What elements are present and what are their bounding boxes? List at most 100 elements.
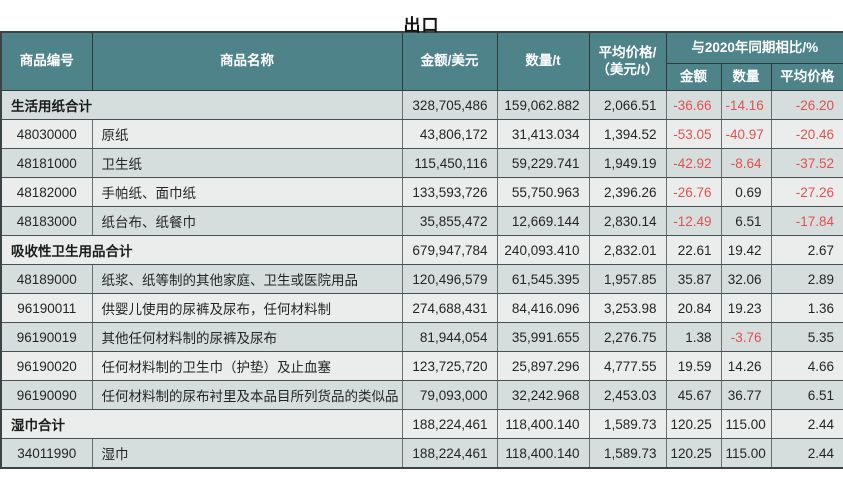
quantity-t: 84,416.096 <box>496 293 590 323</box>
quantity-t: 25,897.296 <box>496 351 590 381</box>
yoy-amount: 22.61 <box>665 235 722 265</box>
total-label: 吸收性卫生用品合计 <box>0 235 403 265</box>
yoy-avg-price: 2.44 <box>770 438 843 469</box>
product-code: 96190011 <box>0 293 93 323</box>
avg-price: 1,949.19 <box>588 148 667 178</box>
yoy-quantity: 36.77 <box>720 380 772 410</box>
product-code: 96190090 <box>0 380 93 410</box>
yoy-avg-price: 2.67 <box>770 235 843 265</box>
yoy-amount: -26.76 <box>665 177 722 207</box>
amount-usd: 115,450,116 <box>401 148 498 178</box>
yoy-avg-price: 2.44 <box>770 409 843 439</box>
avg-price: 1,589.73 <box>588 438 667 469</box>
yoy-amount: -12.49 <box>665 206 722 236</box>
quantity-t: 55,750.963 <box>496 177 590 207</box>
amount-usd: 43,806,172 <box>401 119 498 149</box>
yoy-avg-price: 5.35 <box>770 322 843 352</box>
quantity-t: 240,093.410 <box>496 235 590 265</box>
quantity-t: 32,242.968 <box>496 380 590 410</box>
yoy-quantity: 0.69 <box>720 177 772 207</box>
avg-price: 2,276.75 <box>588 322 667 352</box>
yoy-avg-price: 2.89 <box>770 264 843 294</box>
yoy-amount: 45.67 <box>665 380 722 410</box>
amount-usd: 79,093,000 <box>401 380 498 410</box>
yoy-quantity: -3.76 <box>720 322 772 352</box>
col-header-product-code: 商品编号 <box>0 31 93 91</box>
col-header-avg-price: 平均价格/（美元/t） <box>588 31 667 91</box>
yoy-quantity: 6.51 <box>720 206 772 236</box>
col-header-yoy-avg-price: 平均价格 <box>770 63 843 91</box>
yoy-quantity: -40.97 <box>720 119 772 149</box>
export-data-table: 商品编号 商品名称 金额/美元 数量/t 平均价格/（美元/t） 与2020年同… <box>0 31 843 469</box>
product-name: 纸台布、纸餐巾 <box>91 206 403 236</box>
product-code: 96190020 <box>0 351 93 381</box>
product-name: 卫生纸 <box>91 148 403 178</box>
yoy-quantity: 115.00 <box>720 438 772 469</box>
table-row: 96190019 其他任何材料制的尿裤及尿布 81,944,054 35,991.65… <box>0 322 843 352</box>
table-row: 96190011 供婴儿使用的尿裤及尿布，任何材料制 274,688,431 84,4… <box>0 293 843 323</box>
page-title: 出口 <box>403 16 440 35</box>
col-header-product-name: 商品名称 <box>91 31 403 91</box>
quantity-t: 61,545.395 <box>496 264 590 294</box>
product-name: 手帕纸、面巾纸 <box>91 177 403 207</box>
product-code: 48183000 <box>0 206 93 236</box>
yoy-avg-price: -26.20 <box>770 90 843 120</box>
table-body: 生活用纸合计 328,705,486 159,062.882 2,066.51 -36.… <box>0 90 843 469</box>
product-name: 湿巾 <box>91 438 403 469</box>
amount-usd: 133,593,726 <box>401 177 498 207</box>
yoy-avg-price: -17.84 <box>770 206 843 236</box>
avg-price: 4,777.55 <box>588 351 667 381</box>
amount-usd: 188,224,461 <box>401 438 498 469</box>
amount-usd: 81,944,054 <box>401 322 498 352</box>
table-row: 48189000 纸浆、纸等制的其他家庭、卫生或医院用品 120,496,579 61… <box>0 264 843 294</box>
yoy-avg-price: -37.52 <box>770 148 843 178</box>
table-header: 商品编号 商品名称 金额/美元 数量/t 平均价格/（美元/t） 与2020年同… <box>0 31 843 91</box>
avg-price: 2,830.14 <box>588 206 667 236</box>
product-code: 48189000 <box>0 264 93 294</box>
total-label: 生活用纸合计 <box>0 90 403 120</box>
product-name: 任何材料制的尿布衬里及本品目所列货品的类似品 <box>91 380 403 410</box>
yoy-quantity: 19.42 <box>720 235 772 265</box>
yoy-avg-price: 4.66 <box>770 351 843 381</box>
total-row: 生活用纸合计 328,705,486 159,062.882 2,066.51 -36.… <box>0 90 843 120</box>
avg-price-line1: 平均价格/ <box>598 44 657 60</box>
total-label: 湿巾合计 <box>0 409 403 439</box>
table-row: 48182000 手帕纸、面巾纸 133,593,726 55,750.963 2,39… <box>0 177 843 207</box>
yoy-avg-price: -20.46 <box>770 119 843 149</box>
yoy-amount: 1.38 <box>665 322 722 352</box>
yoy-amount: 20.84 <box>665 293 722 323</box>
quantity-t: 159,062.882 <box>496 90 590 120</box>
table-row: 48030000 原纸 43,806,172 31,413.034 1,394.52 -5… <box>0 119 843 149</box>
yoy-avg-price: 1.36 <box>770 293 843 323</box>
yoy-amount: 120.25 <box>665 409 722 439</box>
table-row: 48181000 卫生纸 115,450,116 59,229.741 1,949.19… <box>0 148 843 178</box>
yoy-quantity: -8.64 <box>720 148 772 178</box>
col-header-yoy-group: 与2020年同期相比/% <box>665 31 843 64</box>
yoy-quantity: 32.06 <box>720 264 772 294</box>
amount-usd: 188,224,461 <box>401 409 498 439</box>
table-row: 96190020 任何材料制的卫生巾（护垫）及止血塞 123,725,720 25,8… <box>0 351 843 381</box>
avg-price-line2: （美元/t） <box>596 61 659 77</box>
avg-price: 2,832.01 <box>588 235 667 265</box>
yoy-quantity: 14.26 <box>720 351 772 381</box>
product-code: 96190019 <box>0 322 93 352</box>
product-name: 原纸 <box>91 119 403 149</box>
quantity-t: 118,400.140 <box>496 438 590 469</box>
total-row: 吸收性卫生用品合计 679,947,784 240,093.410 2,832.01 2… <box>0 235 843 265</box>
yoy-amount: 35.87 <box>665 264 722 294</box>
total-row: 湿巾合计 188,224,461 118,400.140 1,589.73 120.25… <box>0 409 843 439</box>
avg-price: 2,396.26 <box>588 177 667 207</box>
amount-usd: 328,705,486 <box>401 90 498 120</box>
amount-usd: 120,496,579 <box>401 264 498 294</box>
table-row: 48183000 纸台布、纸餐巾 35,855,472 12,669.144 2,830… <box>0 206 843 236</box>
quantity-t: 12,669.144 <box>496 206 590 236</box>
product-name: 纸浆、纸等制的其他家庭、卫生或医院用品 <box>91 264 403 294</box>
yoy-quantity: -14.16 <box>720 90 772 120</box>
amount-usd: 679,947,784 <box>401 235 498 265</box>
product-name: 任何材料制的卫生巾（护垫）及止血塞 <box>91 351 403 381</box>
col-header-yoy-amount: 金额 <box>665 63 722 91</box>
product-name: 其他任何材料制的尿裤及尿布 <box>91 322 403 352</box>
yoy-amount: 120.25 <box>665 438 722 469</box>
product-name: 供婴儿使用的尿裤及尿布，任何材料制 <box>91 293 403 323</box>
yoy-quantity: 115.00 <box>720 409 772 439</box>
